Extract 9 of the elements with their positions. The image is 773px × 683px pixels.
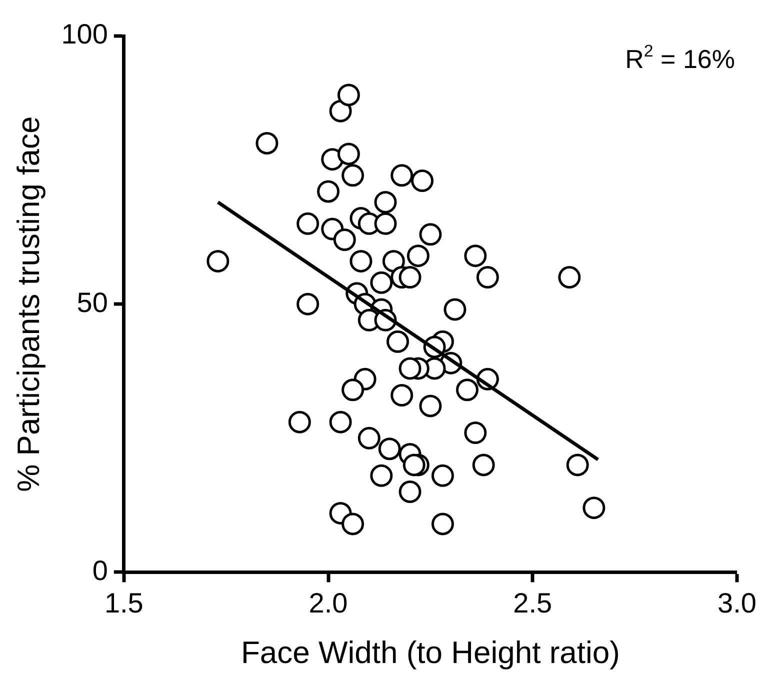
y-tick-label: 100 bbox=[61, 18, 108, 50]
y-axis-title: % Participants trusting face bbox=[11, 116, 46, 492]
x-tick-label: 2.0 bbox=[308, 588, 348, 619]
y-tick-label: 0 bbox=[92, 554, 108, 586]
y-tick-label: 50 bbox=[76, 286, 108, 318]
x-tick-label: 3.0 bbox=[718, 588, 756, 619]
x-tick-label: 1.5 bbox=[104, 588, 144, 619]
x-tick-label: 2.5 bbox=[513, 588, 552, 619]
x-axis-title: Face Width (to Height ratio) bbox=[240, 634, 620, 670]
